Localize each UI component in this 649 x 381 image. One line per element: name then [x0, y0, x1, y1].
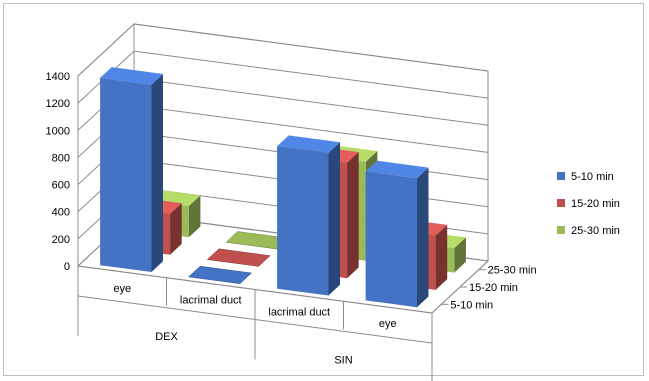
- bar-top: [365, 160, 429, 179]
- legend-swatch: [557, 226, 565, 234]
- legend: 5-10 min 15-20 min 25-30 min: [557, 171, 620, 237]
- bar: [206, 248, 271, 267]
- bar-side: [435, 224, 448, 290]
- bar: [277, 135, 340, 296]
- bar-front: [277, 146, 329, 296]
- bar: [188, 265, 253, 284]
- y-tick-label: 1000: [46, 125, 70, 137]
- bar-base: [206, 248, 271, 267]
- category-label: lacrimal duct: [180, 295, 242, 307]
- bar-side: [151, 74, 163, 272]
- y-tick-label: 600: [52, 180, 70, 192]
- x-axis: eye lacrimal duct lacrimal duct eye DEX SIN: [77, 265, 433, 381]
- y-axis-ticks: 0 200 400 600 800 1000 1200 1400: [46, 71, 70, 273]
- group-label: DEX: [155, 331, 178, 343]
- legend-label: 15-20 min: [571, 198, 620, 210]
- category-axis-line: [77, 265, 433, 314]
- category-label: eye: [113, 283, 131, 295]
- legend-label: 5-10 min: [571, 171, 614, 183]
- category-label: eye: [379, 318, 397, 330]
- gridline: [77, 23, 489, 77]
- depth-label: 15-20 min: [469, 282, 518, 294]
- bar-side: [328, 142, 340, 296]
- depth-label: 5-10 min: [450, 299, 493, 311]
- gridline: [77, 50, 489, 104]
- bar-side: [454, 237, 466, 273]
- bar-top: [100, 67, 163, 85]
- group-label: SIN: [334, 354, 352, 366]
- bar-base: [188, 265, 253, 284]
- legend-swatch: [557, 199, 565, 207]
- y-tick-label: 800: [52, 152, 70, 164]
- legend-swatch: [557, 172, 565, 180]
- bar-side: [188, 195, 201, 238]
- depth-label: 25-30 min: [488, 265, 537, 277]
- y-tick-label: 200: [52, 234, 70, 246]
- y-tick-label: 0: [64, 261, 70, 273]
- bar: [365, 160, 429, 308]
- y-tick-label: 1400: [46, 71, 70, 83]
- y-tick-label: 400: [52, 207, 70, 219]
- bar-front: [100, 77, 152, 273]
- bar-top: [277, 135, 340, 153]
- chart-bars: [100, 67, 466, 308]
- group-separator-line: [77, 295, 433, 344]
- bar-side: [170, 203, 182, 255]
- bar-side: [417, 167, 429, 308]
- depth-axis: 5-10 min 15-20 min 25-30 min: [431, 260, 537, 314]
- bar: [100, 67, 163, 273]
- legend-label: 25-30 min: [571, 225, 620, 237]
- bar-side: [347, 152, 359, 279]
- bar-front: [365, 171, 417, 308]
- category-label: lacrimal duct: [268, 306, 330, 318]
- y-tick-label: 1200: [46, 98, 70, 110]
